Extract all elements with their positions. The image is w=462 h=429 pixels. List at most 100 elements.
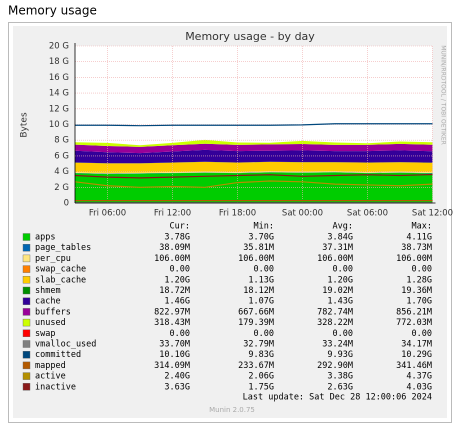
- area: [75, 149, 433, 164]
- y-tick-label: 12 G: [49, 104, 69, 114]
- y-tick-label: 4 G: [54, 167, 69, 177]
- legend-stat: 1.28G: [406, 275, 432, 285]
- legend-swatch: [22, 233, 31, 241]
- x-tick-label: Sat 06:00: [347, 209, 388, 219]
- legend-column-header: Max:: [412, 222, 432, 232]
- legend-stat: 38.09M: [159, 243, 190, 253]
- legend-stat: 1.46G: [164, 297, 190, 307]
- legend-stat: 106.00M: [238, 254, 274, 264]
- legend-label: unused: [35, 318, 66, 328]
- y-tick-label: 20 G: [49, 42, 69, 52]
- legend-stat: 0.00: [412, 329, 432, 339]
- legend-stat: 292.90M: [317, 361, 353, 371]
- legend-stat: 0.00: [412, 265, 432, 275]
- legend-label: shmem: [35, 286, 61, 296]
- legend-stat: 18.72M: [159, 286, 190, 296]
- area: [75, 172, 433, 203]
- legend-stat: 4.11G: [406, 233, 432, 243]
- legend-swatch: [22, 361, 31, 370]
- area: [75, 161, 433, 173]
- legend-stat: 34.17M: [401, 340, 432, 350]
- legend-stat: 0.00: [333, 265, 353, 275]
- y-tick-label: 16 G: [49, 73, 69, 83]
- legend-stat: 341.46M: [396, 361, 432, 371]
- legend-stat: 32.79M: [243, 340, 274, 350]
- line: [74, 180, 433, 188]
- legend-swatch: [22, 265, 31, 273]
- legend-stat: 2.06G: [248, 372, 274, 382]
- legend-label: buffers: [35, 307, 71, 317]
- legend-column-header: Cur:: [170, 222, 190, 232]
- last-update: Last update: Sat Dec 28 12:00:06 2024: [243, 393, 432, 403]
- legend-stat: 106.00M: [317, 254, 353, 264]
- legend-stat: 0.00: [333, 329, 353, 339]
- legend-label: swap_cache: [35, 265, 86, 275]
- legend-stat: 1.07G: [248, 297, 274, 307]
- area: [75, 139, 433, 147]
- legend-swatch: [22, 243, 31, 252]
- legend-stat: 0.00: [254, 265, 274, 275]
- legend-column-header: Min:: [254, 222, 274, 232]
- legend-stat: 106.00M: [396, 254, 432, 264]
- legend-swatch: [22, 329, 31, 337]
- legend-stat: 1.70G: [406, 297, 432, 307]
- x-tick-label: Fri 06:00: [89, 209, 126, 219]
- legend-stat: 33.70M: [159, 340, 190, 350]
- legend-stat: 3.38G: [327, 372, 353, 382]
- legend-swatch: [22, 276, 31, 284]
- legend-label: per_cpu: [35, 254, 71, 264]
- legend-label: committed: [35, 350, 81, 360]
- y-tick-label: 10 G: [49, 120, 69, 130]
- legend-stat: 35.81M: [243, 243, 274, 253]
- x-tick-label: Fri 12:00: [154, 209, 191, 219]
- legend-stat: 106.00M: [154, 254, 190, 264]
- legend-stat: 3.70G: [248, 233, 274, 243]
- legend-swatch: [22, 351, 31, 359]
- legend-label: apps: [35, 233, 55, 243]
- y-tick-label: 8 G: [54, 136, 69, 146]
- legend-stat: 233.67M: [238, 361, 274, 371]
- legend-stat: 3.78G: [164, 233, 190, 243]
- footer: Munin 2.0.75: [209, 406, 255, 414]
- legend-stat: 38.73M: [401, 243, 432, 253]
- legend-stat: 772.03M: [396, 318, 432, 328]
- legend-stat: 0.00: [170, 265, 190, 275]
- legend-stat: 314.09M: [154, 361, 190, 371]
- legend-stat: 856.21M: [396, 307, 432, 317]
- area: [75, 172, 433, 174]
- legend-stat: 0.00: [254, 329, 274, 339]
- line: [74, 173, 433, 179]
- legend-label: page_tables: [35, 243, 91, 253]
- legend-stat: 2.40G: [164, 372, 190, 382]
- line: [75, 123, 433, 127]
- legend-stat: 10.10G: [159, 350, 190, 360]
- y-axis-label: Bytes: [20, 112, 30, 138]
- legend-label: inactive: [35, 382, 76, 392]
- legend-stat: 3.63G: [164, 382, 190, 392]
- y-tick-label: 0: [64, 199, 69, 209]
- legend-stat: 667.66M: [238, 307, 274, 317]
- legend-stat: 19.36M: [401, 286, 432, 296]
- legend-stat: 782.74M: [317, 307, 353, 317]
- page-title: Memory usage: [8, 4, 97, 18]
- legend-stat: 179.39M: [238, 318, 274, 328]
- legend-stat: 328.22M: [317, 318, 353, 328]
- legend-stat: 4.37G: [406, 372, 432, 382]
- x-tick-label: Sat 12:00: [412, 209, 453, 219]
- legend-swatch: [22, 254, 31, 263]
- x-tick-label: Sat 00:00: [282, 209, 323, 219]
- legend-stat: 1.20G: [164, 275, 190, 285]
- legend-stat: 1.43G: [327, 297, 353, 307]
- legend-label: slab_cache: [35, 275, 86, 285]
- legend-swatch: [22, 383, 31, 391]
- y-tick-label: 18 G: [49, 57, 69, 67]
- legend-swatch: [22, 286, 31, 295]
- legend-swatch: [22, 340, 31, 348]
- legend-stat: 9.83G: [248, 350, 274, 360]
- y-tick-label: 6 G: [54, 151, 69, 161]
- legend-label: swap: [35, 329, 55, 339]
- legend-swatch: [22, 308, 31, 316]
- legend-stat: 1.13G: [248, 275, 274, 285]
